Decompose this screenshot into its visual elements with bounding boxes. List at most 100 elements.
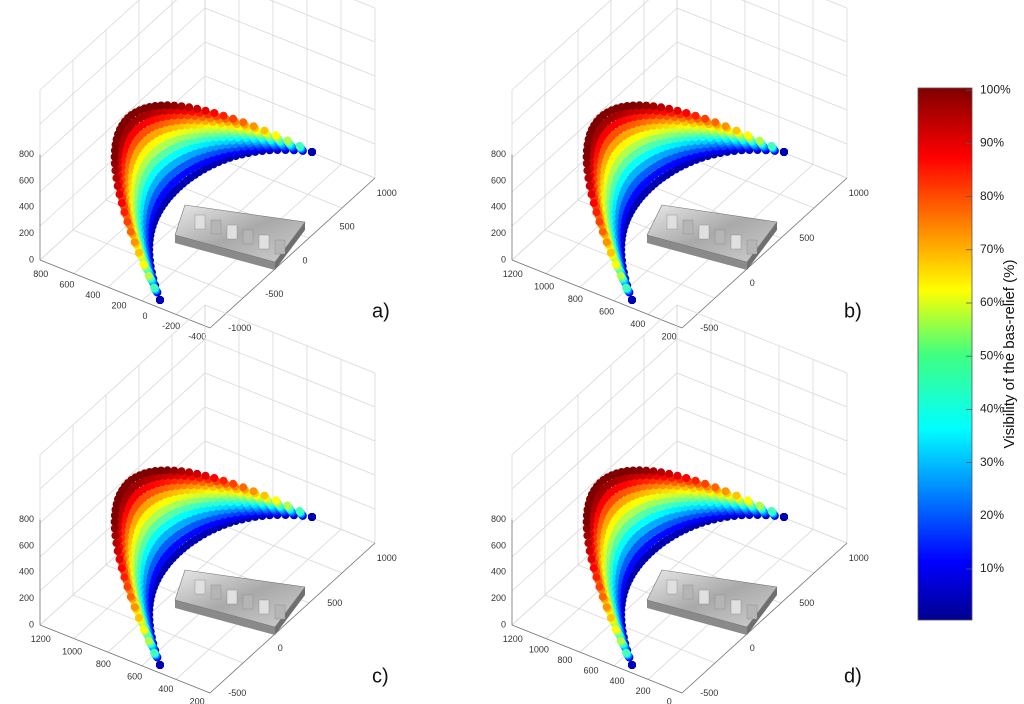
viewpoint [177,467,186,476]
x-tick-label: 200 [190,697,205,704]
viewpoint [592,208,601,217]
viewpoint [598,592,607,601]
viewpoint [691,476,700,485]
relief-detail [274,604,286,620]
viewpoint [283,501,292,510]
viewpoint [113,547,122,555]
viewpoint [595,582,604,591]
grid-line [39,0,177,125]
viewpoint [657,468,666,477]
viewpoint [229,479,238,488]
viewpoint [649,467,658,476]
viewpoint [585,547,594,555]
viewpoint [595,217,604,226]
viewpoint [201,471,210,480]
colorbar-tick-label: 40% [980,402,1004,416]
viewpoint [151,467,160,475]
grid-line [204,304,376,374]
relief-detail [746,239,758,255]
viewpoint [691,111,700,120]
viewpoint [210,109,219,117]
bas-relief [174,569,306,628]
viewpoint [732,126,741,135]
z-tick-label: 200 [491,593,506,603]
relief-detail [242,229,254,245]
grid-line [204,41,376,111]
colorbar-tick-label: 70% [980,242,1004,256]
z-tick-label: 600 [19,175,34,185]
viewpoint [260,491,269,500]
viewpoint [295,507,304,515]
y-tick-label: 0 [750,643,755,653]
viewpoint [113,182,122,190]
viewpoint [606,613,615,622]
axis-line [39,624,211,694]
viewpoint [743,131,752,140]
viewpoint [110,524,119,533]
grid-line [72,594,244,664]
grid-line [511,304,678,456]
viewpoint [622,283,631,292]
x-tick-label: -200 [162,321,180,331]
x-tick-label: 1200 [503,634,523,644]
viewpoint [170,101,179,110]
relief-detail [698,589,710,605]
grid-line [511,7,678,159]
viewpoint [629,101,638,110]
y-tick-label: -500 [700,323,718,333]
grid-line [740,0,848,43]
viewpoint [582,152,591,161]
x-tick-label: 200 [111,300,126,310]
viewpoint [110,152,119,161]
viewpoint [598,227,607,236]
x-tick-label: 0 [143,311,148,321]
relief-detail [210,219,222,235]
colorbar-tick-label: 90% [980,136,1004,150]
relief-detail [274,239,286,255]
viewpoint [271,496,280,505]
viewpoint [665,469,674,478]
viewpoint [665,104,674,113]
bas-relief [174,204,306,263]
viewpoint [139,625,148,633]
viewpoint [755,136,764,145]
relief-detail [730,599,742,615]
grid-line [39,372,206,524]
viewpoint [583,166,592,175]
relief-detail [666,214,678,230]
grid-line [204,7,376,77]
x-tick-label: 800 [557,655,572,665]
viewpoint [130,603,139,612]
y-tick-label: 0 [750,278,755,288]
viewpoint [112,539,121,548]
viewpoint [111,166,120,175]
viewpoint [611,260,620,268]
z-tick-label: 0 [501,254,506,264]
relief-detail [698,224,710,240]
colorbar-tick-label: 80% [980,189,1004,203]
viewpoint [582,159,591,168]
grid-line [39,7,206,159]
viewpoint [584,539,593,548]
viewpoint [219,476,228,485]
panel-label: a) [372,300,390,322]
viewpoint [115,555,124,564]
grid-line [676,440,848,510]
viewpoint [635,101,644,110]
x-tick-label: 600 [583,665,598,675]
viewpoint [239,483,248,492]
grid-line [204,372,376,442]
viewpoint [649,102,658,111]
bas-relief-side [747,222,777,270]
viewpoint [229,114,238,123]
viewpoint [767,507,776,515]
viewpoint [308,148,316,156]
x-tick-label: 1200 [503,269,523,279]
viewpoint [134,248,143,257]
relief-detail [242,594,254,610]
x-tick-label: 1200 [31,634,51,644]
viewpoint [308,513,316,521]
relief-detail [682,219,694,235]
viewpoint [682,474,691,482]
z-tick-label: 600 [491,540,506,550]
